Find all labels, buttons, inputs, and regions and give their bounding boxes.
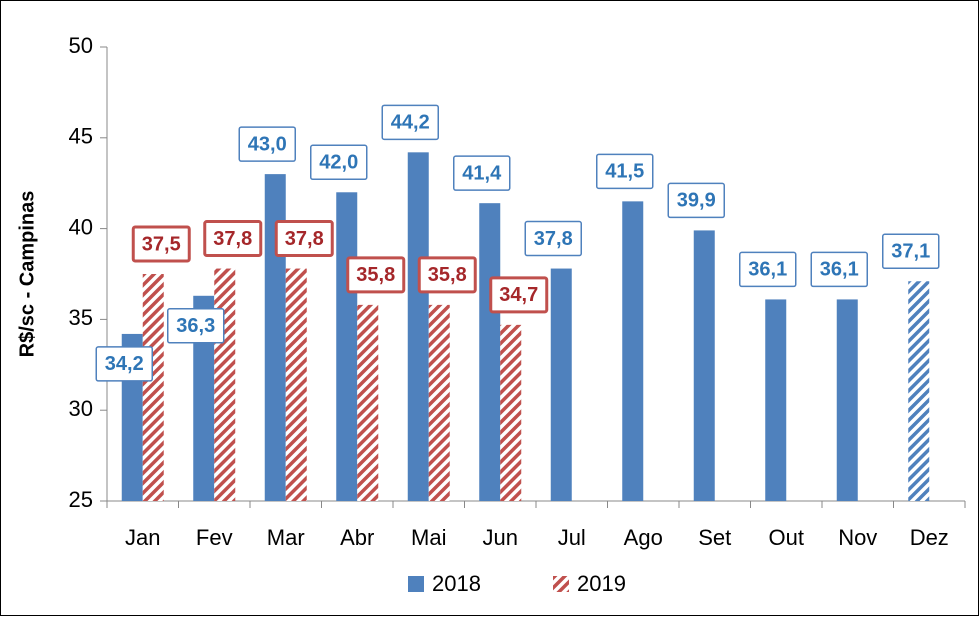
bar xyxy=(765,299,787,501)
data-label: 44,2 xyxy=(391,112,430,134)
data-label-box xyxy=(489,276,549,314)
bar xyxy=(428,304,450,501)
bar xyxy=(193,295,215,501)
data-label-box xyxy=(95,346,153,382)
bar xyxy=(285,268,307,501)
y-axis-label: R$/sc - Campinas xyxy=(16,191,38,358)
y-tick-label: 50 xyxy=(69,33,93,58)
data-label: 41,5 xyxy=(605,161,644,183)
bar xyxy=(836,299,858,501)
bar xyxy=(407,152,429,501)
legend-swatch xyxy=(553,576,569,592)
bar xyxy=(336,192,358,501)
data-label: 37,8 xyxy=(285,228,324,250)
data-label-box xyxy=(453,155,511,191)
data-label: 34,2 xyxy=(105,353,144,375)
data-label-box xyxy=(596,153,654,190)
legend-label: 2018 xyxy=(432,571,481,596)
x-tick-label: Jan xyxy=(125,525,160,550)
y-tick-label: 45 xyxy=(69,124,93,149)
x-tick-label: Mai xyxy=(411,525,446,550)
data-label-box xyxy=(417,256,477,294)
data-label-box xyxy=(274,220,334,258)
data-label: 37,8 xyxy=(213,228,252,250)
data-label-box xyxy=(381,104,439,141)
x-tick-label: Jun xyxy=(483,525,518,550)
bar xyxy=(550,268,572,501)
bar xyxy=(357,304,379,501)
y-tick-label: 40 xyxy=(69,214,93,239)
data-label-box xyxy=(524,220,582,257)
bar xyxy=(142,274,164,501)
bar xyxy=(908,281,930,501)
data-label-box xyxy=(310,144,368,181)
y-tick-label: 35 xyxy=(69,305,93,330)
data-label: 36,3 xyxy=(176,315,215,337)
bar xyxy=(214,268,236,501)
data-label: 35,8 xyxy=(428,264,467,286)
data-label-box xyxy=(667,182,725,219)
data-label-box xyxy=(131,225,191,263)
y-tick-label: 25 xyxy=(69,487,93,512)
legend-label: 2019 xyxy=(577,571,626,596)
data-label-box xyxy=(346,256,406,294)
bar xyxy=(479,203,501,501)
x-tick-label: Mar xyxy=(267,525,305,550)
data-label: 34,7 xyxy=(499,284,538,306)
y-tick-label: 30 xyxy=(69,396,93,421)
x-tick-label: Fev xyxy=(196,525,233,550)
bar xyxy=(500,324,522,501)
data-label: 36,1 xyxy=(820,259,859,281)
data-label: 35,8 xyxy=(356,264,395,286)
bar xyxy=(622,201,644,502)
legend-swatch xyxy=(408,576,424,592)
data-label-box xyxy=(238,126,296,162)
data-label: 42,0 xyxy=(319,152,358,174)
data-label-box xyxy=(810,251,868,288)
x-tick-label: Abr xyxy=(340,525,374,550)
data-label: 43,0 xyxy=(248,133,287,155)
data-label: 37,8 xyxy=(534,228,573,250)
x-tick-label: Out xyxy=(769,525,804,550)
data-label: 41,4 xyxy=(462,162,502,184)
data-label-box xyxy=(739,251,797,288)
data-label: 37,5 xyxy=(142,233,181,255)
x-tick-label: Ago xyxy=(624,525,663,550)
bar xyxy=(693,230,715,501)
x-tick-label: Nov xyxy=(838,525,877,550)
data-label: 36,1 xyxy=(748,259,787,281)
data-label: 39,9 xyxy=(677,190,716,212)
x-tick-label: Jul xyxy=(558,525,586,550)
data-label-box xyxy=(167,308,225,344)
data-label-box xyxy=(882,233,940,270)
data-label: 37,1 xyxy=(891,241,930,263)
x-tick-label: Set xyxy=(698,525,731,550)
data-label-box xyxy=(203,220,263,258)
x-tick-label: Dez xyxy=(910,525,949,550)
